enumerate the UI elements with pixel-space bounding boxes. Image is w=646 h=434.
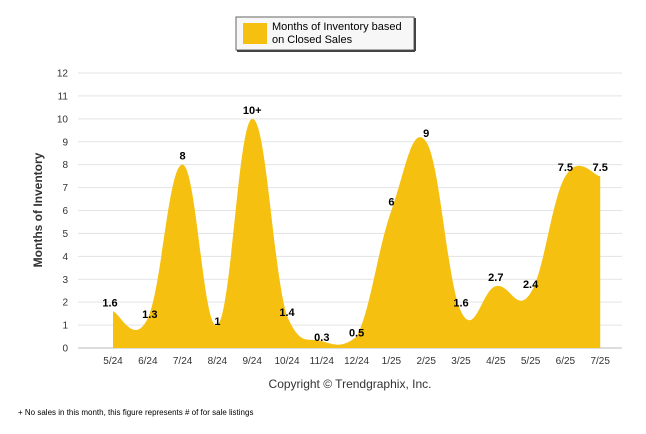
- legend-line-1: Months of Inventory based: [272, 21, 402, 33]
- x-tick-label: 7/25: [590, 356, 610, 367]
- area-fill: [113, 118, 601, 348]
- legend: Months of Inventory based on Closed Sale…: [235, 16, 416, 52]
- data-label: 1.4: [279, 307, 295, 319]
- data-label: 7.5: [593, 162, 608, 174]
- y-tick-label: 2: [62, 298, 68, 309]
- x-tick-label: 9/24: [242, 356, 262, 367]
- data-label: 7.5: [558, 162, 573, 174]
- data-labels: 1.6 1.3 8 1 10+ 1.4 0.3 0.5 6 9 1.6 2.7 2.4 7.5 7.5: [102, 105, 607, 344]
- footnote: + No sales in this month, this figure re…: [18, 408, 253, 417]
- data-label: 10+: [243, 105, 262, 117]
- data-label: 1.6: [453, 297, 468, 309]
- y-tick-label: 6: [62, 206, 68, 217]
- x-tick-label: 12/24: [344, 356, 369, 367]
- x-tick-label: 6/25: [556, 356, 576, 367]
- area-series: [113, 118, 601, 348]
- x-tick-label: 8/24: [208, 356, 228, 367]
- x-tick-label: 1/25: [382, 356, 402, 367]
- x-tick-label: 4/25: [486, 356, 506, 367]
- copyright: Copyright © Trendgraphix, Inc.: [269, 377, 432, 391]
- data-label: 0.5: [349, 328, 364, 340]
- data-label: 0.3: [314, 332, 329, 344]
- x-axis-ticks: 5/24 6/24 7/24 8/24 9/24 10/24 11/24 12/24 1/25 2…: [103, 356, 610, 367]
- y-tick-label: 3: [62, 275, 68, 286]
- legend-swatch: [243, 23, 267, 44]
- y-tick-label: 0: [62, 344, 68, 355]
- x-tick-label: 11/24: [310, 356, 335, 367]
- y-tick-label: 10: [57, 114, 69, 125]
- x-tick-label: 10/24: [274, 356, 299, 367]
- x-tick-label: 7/24: [173, 356, 193, 367]
- y-tick-label: 9: [62, 137, 68, 148]
- data-label: 9: [423, 128, 429, 140]
- data-label: 1.3: [142, 309, 157, 321]
- y-tick-label: 7: [62, 183, 68, 194]
- x-tick-label: 2/25: [416, 356, 436, 367]
- legend-line-2: on Closed Sales: [272, 34, 353, 46]
- y-tick-label: 1: [62, 321, 68, 332]
- data-label: 1.6: [102, 297, 117, 309]
- data-label: 2.7: [488, 272, 503, 284]
- data-label: 8: [180, 151, 186, 163]
- y-axis-label: Months of Inventory: [31, 152, 45, 267]
- y-tick-label: 4: [62, 252, 68, 263]
- data-label: 6: [388, 197, 394, 209]
- x-tick-label: 5/25: [521, 356, 541, 367]
- data-label: 1: [214, 316, 220, 328]
- data-label: 2.4: [523, 279, 539, 291]
- y-tick-label: 12: [57, 69, 69, 80]
- x-tick-label: 5/24: [103, 356, 123, 367]
- x-tick-label: 6/24: [138, 356, 158, 367]
- y-tick-label: 5: [62, 229, 68, 240]
- x-tick-label: 3/25: [451, 356, 471, 367]
- y-tick-label: 8: [62, 160, 68, 171]
- y-tick-label: 11: [58, 91, 69, 102]
